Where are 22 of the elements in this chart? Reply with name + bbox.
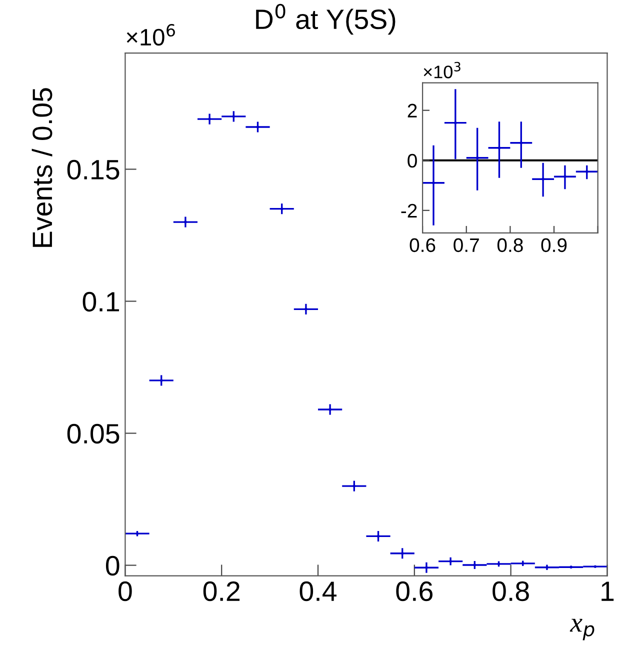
y-tick-label: 2 xyxy=(408,104,417,118)
x-tick-label: 0.4 xyxy=(300,581,337,602)
text: ×10$^{6}$ xyxy=(126,24,175,46)
x-tick-label: 0.6 xyxy=(396,581,432,602)
x-tick-label: 0 xyxy=(118,581,132,602)
x-tick-label: 0.8 xyxy=(492,581,529,602)
annotation: ×10$^{3}$ xyxy=(424,62,460,78)
y-tick-label: -2 xyxy=(401,204,417,218)
x-tick-label: 0.6 xyxy=(410,238,436,252)
y-tick-label: 0.05 xyxy=(67,424,120,444)
y-axis-title: Events / 0.05 xyxy=(32,88,52,247)
chart-title: D$^{0}$ at Υ(5S) xyxy=(256,4,396,35)
y-tick-label: 0 xyxy=(106,556,120,576)
x-tick-label: 1 xyxy=(602,582,614,601)
x-axis-title: x$_{p}$ xyxy=(570,618,594,640)
y-tick-label: 0.15 xyxy=(67,160,120,180)
x-tick-label: 0.8 xyxy=(497,238,523,252)
x-tick-label: 0.9 xyxy=(541,238,567,252)
x-tick-label: 0.7 xyxy=(454,238,479,252)
y-tick-label: 0.1 xyxy=(82,292,119,312)
x-tick-label: 0.2 xyxy=(203,581,240,602)
y-tick-label: 0 xyxy=(408,154,417,168)
